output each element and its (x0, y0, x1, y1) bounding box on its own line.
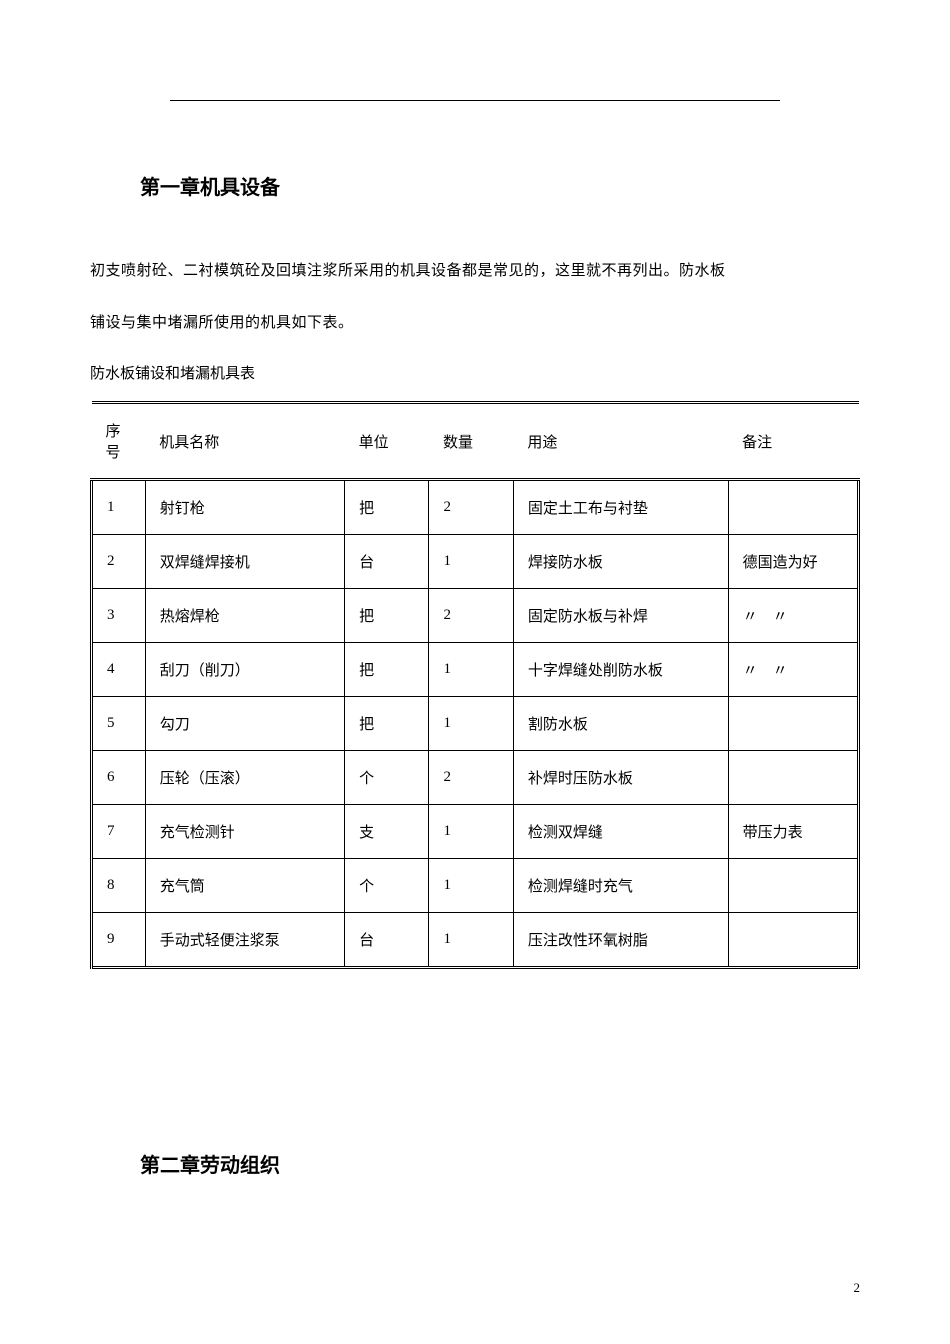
table-cell: 把 (345, 643, 429, 697)
table-cell: 热熔焊枪 (145, 589, 344, 643)
table-cell (728, 859, 858, 913)
th-qty: 数量 (429, 403, 513, 480)
table-cell: 4 (92, 643, 146, 697)
page-number: 2 (854, 1280, 861, 1296)
table-cell: 台 (345, 913, 429, 968)
table-row: 9手动式轻便注浆泵台1压注改性环氧树脂 (92, 913, 859, 968)
table-cell: 割防水板 (513, 697, 728, 751)
table-cell: 压轮（压滚） (145, 751, 344, 805)
table-cell: 德国造为好 (728, 535, 858, 589)
table-cell: 十字焊缝处削防水板 (513, 643, 728, 697)
table-cell: 1 (429, 805, 513, 859)
table-cell: 1 (92, 480, 146, 535)
table-cell: 5 (92, 697, 146, 751)
table-row: 6压轮（压滚）个2补焊时压防水板 (92, 751, 859, 805)
table-cell: 固定土工布与衬垫 (513, 480, 728, 535)
table-cell: 3 (92, 589, 146, 643)
paragraph-2: 铺设与集中堵漏所使用的机具如下表。 (90, 302, 860, 344)
table-cell: 个 (345, 859, 429, 913)
table-cell: 焊接防水板 (513, 535, 728, 589)
table-cell: 勾刀 (145, 697, 344, 751)
th-note: 备注 (728, 403, 858, 480)
table-cell: 把 (345, 589, 429, 643)
table-cell: 2 (429, 589, 513, 643)
table-cell: 〃 〃 (728, 643, 858, 697)
horizontal-rule (170, 100, 780, 101)
table-cell: 7 (92, 805, 146, 859)
table-header-row: 序号 机具名称 单位 数量 用途 备注 (92, 403, 859, 480)
th-index: 序号 (92, 403, 146, 480)
table-cell: 个 (345, 751, 429, 805)
table-cell: 2 (429, 480, 513, 535)
table-cell: 2 (92, 535, 146, 589)
table-cell: 带压力表 (728, 805, 858, 859)
chapter2-title: 第二章劳动组织 (140, 1149, 860, 1178)
table-cell (728, 697, 858, 751)
table-cell: 1 (429, 535, 513, 589)
table-row: 8充气筒个1检测焊缝时充气 (92, 859, 859, 913)
table-cell: 台 (345, 535, 429, 589)
table-cell (728, 913, 858, 968)
equipment-table: 序号 机具名称 单位 数量 用途 备注 1射钉枪把2固定土工布与衬垫2双焊缝焊接… (90, 401, 860, 969)
th-use: 用途 (513, 403, 728, 480)
table-row: 7充气检测针支1检测双焊缝带压力表 (92, 805, 859, 859)
th-unit: 单位 (345, 403, 429, 480)
table-row: 3热熔焊枪把2固定防水板与补焊〃 〃 (92, 589, 859, 643)
table-cell: 支 (345, 805, 429, 859)
table-cell: 固定防水板与补焊 (513, 589, 728, 643)
table-cell: 8 (92, 859, 146, 913)
table-cell: 1 (429, 913, 513, 968)
table-cell: 1 (429, 643, 513, 697)
table-cell: 充气检测针 (145, 805, 344, 859)
table-cell: 压注改性环氧树脂 (513, 913, 728, 968)
table-cell: 2 (429, 751, 513, 805)
table-row: 4刮刀（削刀）把1十字焊缝处削防水板〃 〃 (92, 643, 859, 697)
table-row: 1射钉枪把2固定土工布与衬垫 (92, 480, 859, 535)
table-cell (728, 480, 858, 535)
table-cell: 检测焊缝时充气 (513, 859, 728, 913)
table-cell: 双焊缝焊接机 (145, 535, 344, 589)
paragraph-1: 初支喷射砼、二衬模筑砼及回填注浆所采用的机具设备都是常见的，这里就不再列出。防水… (90, 250, 860, 292)
table-caption: 防水板铺设和堵漏机具表 (90, 362, 860, 383)
table-cell: 9 (92, 913, 146, 968)
table-cell: 补焊时压防水板 (513, 751, 728, 805)
table-cell: 充气筒 (145, 859, 344, 913)
table-cell: 把 (345, 480, 429, 535)
table-row: 2双焊缝焊接机台1焊接防水板德国造为好 (92, 535, 859, 589)
table-cell (728, 751, 858, 805)
table-cell: 1 (429, 697, 513, 751)
table-cell: 把 (345, 697, 429, 751)
table-cell: 6 (92, 751, 146, 805)
table-cell: 〃 〃 (728, 589, 858, 643)
table-row: 5勾刀把1割防水板 (92, 697, 859, 751)
table-cell: 检测双焊缝 (513, 805, 728, 859)
th-name: 机具名称 (145, 403, 344, 480)
table-cell: 1 (429, 859, 513, 913)
table-cell: 手动式轻便注浆泵 (145, 913, 344, 968)
table-cell: 刮刀（削刀） (145, 643, 344, 697)
table-cell: 射钉枪 (145, 480, 344, 535)
chapter1-title: 第一章机具设备 (140, 171, 860, 200)
